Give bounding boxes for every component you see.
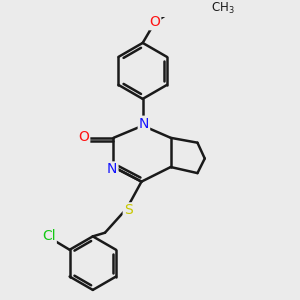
Text: N: N (107, 163, 118, 176)
Text: S: S (124, 203, 133, 217)
Text: N: N (139, 117, 149, 131)
Text: Cl: Cl (42, 230, 56, 243)
Text: O: O (149, 15, 160, 29)
Text: O: O (78, 130, 89, 144)
Text: CH$_3$: CH$_3$ (211, 1, 235, 16)
